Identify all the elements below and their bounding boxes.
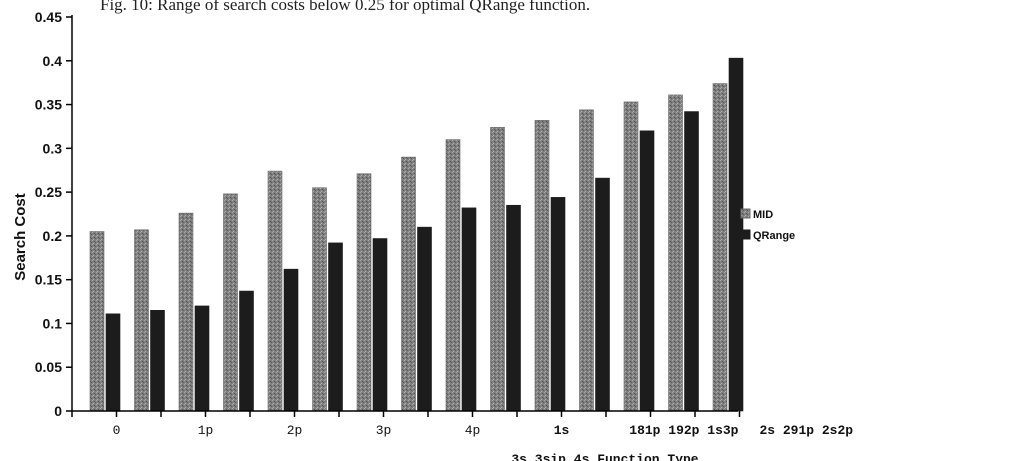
bar-mid bbox=[712, 83, 728, 412]
bar-qrange bbox=[684, 111, 699, 412]
bar-mid bbox=[579, 109, 594, 412]
y-tick-label: 0.15 bbox=[35, 272, 62, 288]
bar-mid bbox=[178, 212, 194, 412]
bar-qrange bbox=[506, 204, 521, 412]
bar-mid bbox=[445, 139, 461, 412]
y-tick-label: 0.35 bbox=[35, 97, 62, 113]
bar-qrange bbox=[283, 268, 299, 412]
bar-qrange bbox=[105, 313, 121, 412]
bar-qrange bbox=[239, 290, 254, 412]
y-axis-label: Search Cost bbox=[12, 193, 29, 281]
x-axis: 0 1p 2p 3p 4p 1s 181p 192p 1s3p 2s 291p 2s2p bbox=[71, 410, 853, 438]
x-tick-label: 2s 291p 2s2p bbox=[759, 423, 853, 438]
legend: MID QRange bbox=[740, 208, 795, 242]
y-tick-label: 0.3 bbox=[43, 140, 63, 156]
y-tick-label: 0.2 bbox=[43, 228, 63, 244]
x-axis-label: 3s 3sip 4s Function Type bbox=[511, 452, 698, 461]
x-tick-label: 4p bbox=[465, 423, 481, 438]
bar-qrange bbox=[550, 197, 566, 412]
x-tick-label: 2p bbox=[287, 423, 303, 438]
legend-label-qrange: QRange bbox=[753, 230, 795, 242]
bar-qrange bbox=[328, 242, 343, 412]
bar-mid bbox=[401, 156, 416, 412]
x-tick-label: 181p 192p 1s3p bbox=[629, 423, 738, 438]
y-axis: 0 0.05 0.1 0.15 0.2 0.25 0.3 0.35 0.4 0.45 bbox=[35, 9, 73, 419]
bar-mid bbox=[623, 101, 639, 412]
bar-qrange bbox=[372, 238, 388, 412]
bar-mid bbox=[267, 170, 283, 412]
bar-mid bbox=[490, 127, 505, 412]
bar-qrange bbox=[150, 310, 165, 412]
bar-mid bbox=[312, 187, 327, 412]
y-tick-label: 0.05 bbox=[35, 359, 62, 375]
bar-mid bbox=[223, 193, 238, 412]
x-tick-label: 1s bbox=[554, 423, 570, 438]
bar-qrange bbox=[461, 207, 477, 412]
x-tick-label: 0 bbox=[113, 423, 121, 438]
legend-swatch-mid bbox=[740, 208, 751, 219]
legend-swatch-qrange bbox=[740, 229, 751, 240]
x-tick-label: 1p bbox=[198, 423, 214, 438]
bar-qrange bbox=[417, 226, 432, 412]
y-tick-label: 0.25 bbox=[35, 184, 62, 200]
legend-label-mid: MID bbox=[753, 209, 773, 221]
bar-mid bbox=[356, 173, 372, 412]
bar-mid bbox=[89, 231, 105, 412]
y-tick-label: 0.45 bbox=[35, 9, 62, 25]
bar-qrange bbox=[595, 177, 610, 412]
bar-qrange bbox=[194, 305, 210, 412]
bar-mid bbox=[134, 229, 149, 412]
bar-mid bbox=[668, 94, 683, 412]
y-tick-label: 0.1 bbox=[43, 315, 63, 331]
bars bbox=[89, 57, 744, 412]
x-tick-label: 3p bbox=[376, 423, 392, 438]
y-tick-label: 0 bbox=[54, 403, 62, 419]
y-tick-label: 0.4 bbox=[43, 53, 63, 69]
figure-caption: Fig. 10: Range of search costs below 0.2… bbox=[100, 0, 591, 14]
bar-mid bbox=[534, 120, 550, 412]
bar-qrange bbox=[639, 130, 655, 412]
